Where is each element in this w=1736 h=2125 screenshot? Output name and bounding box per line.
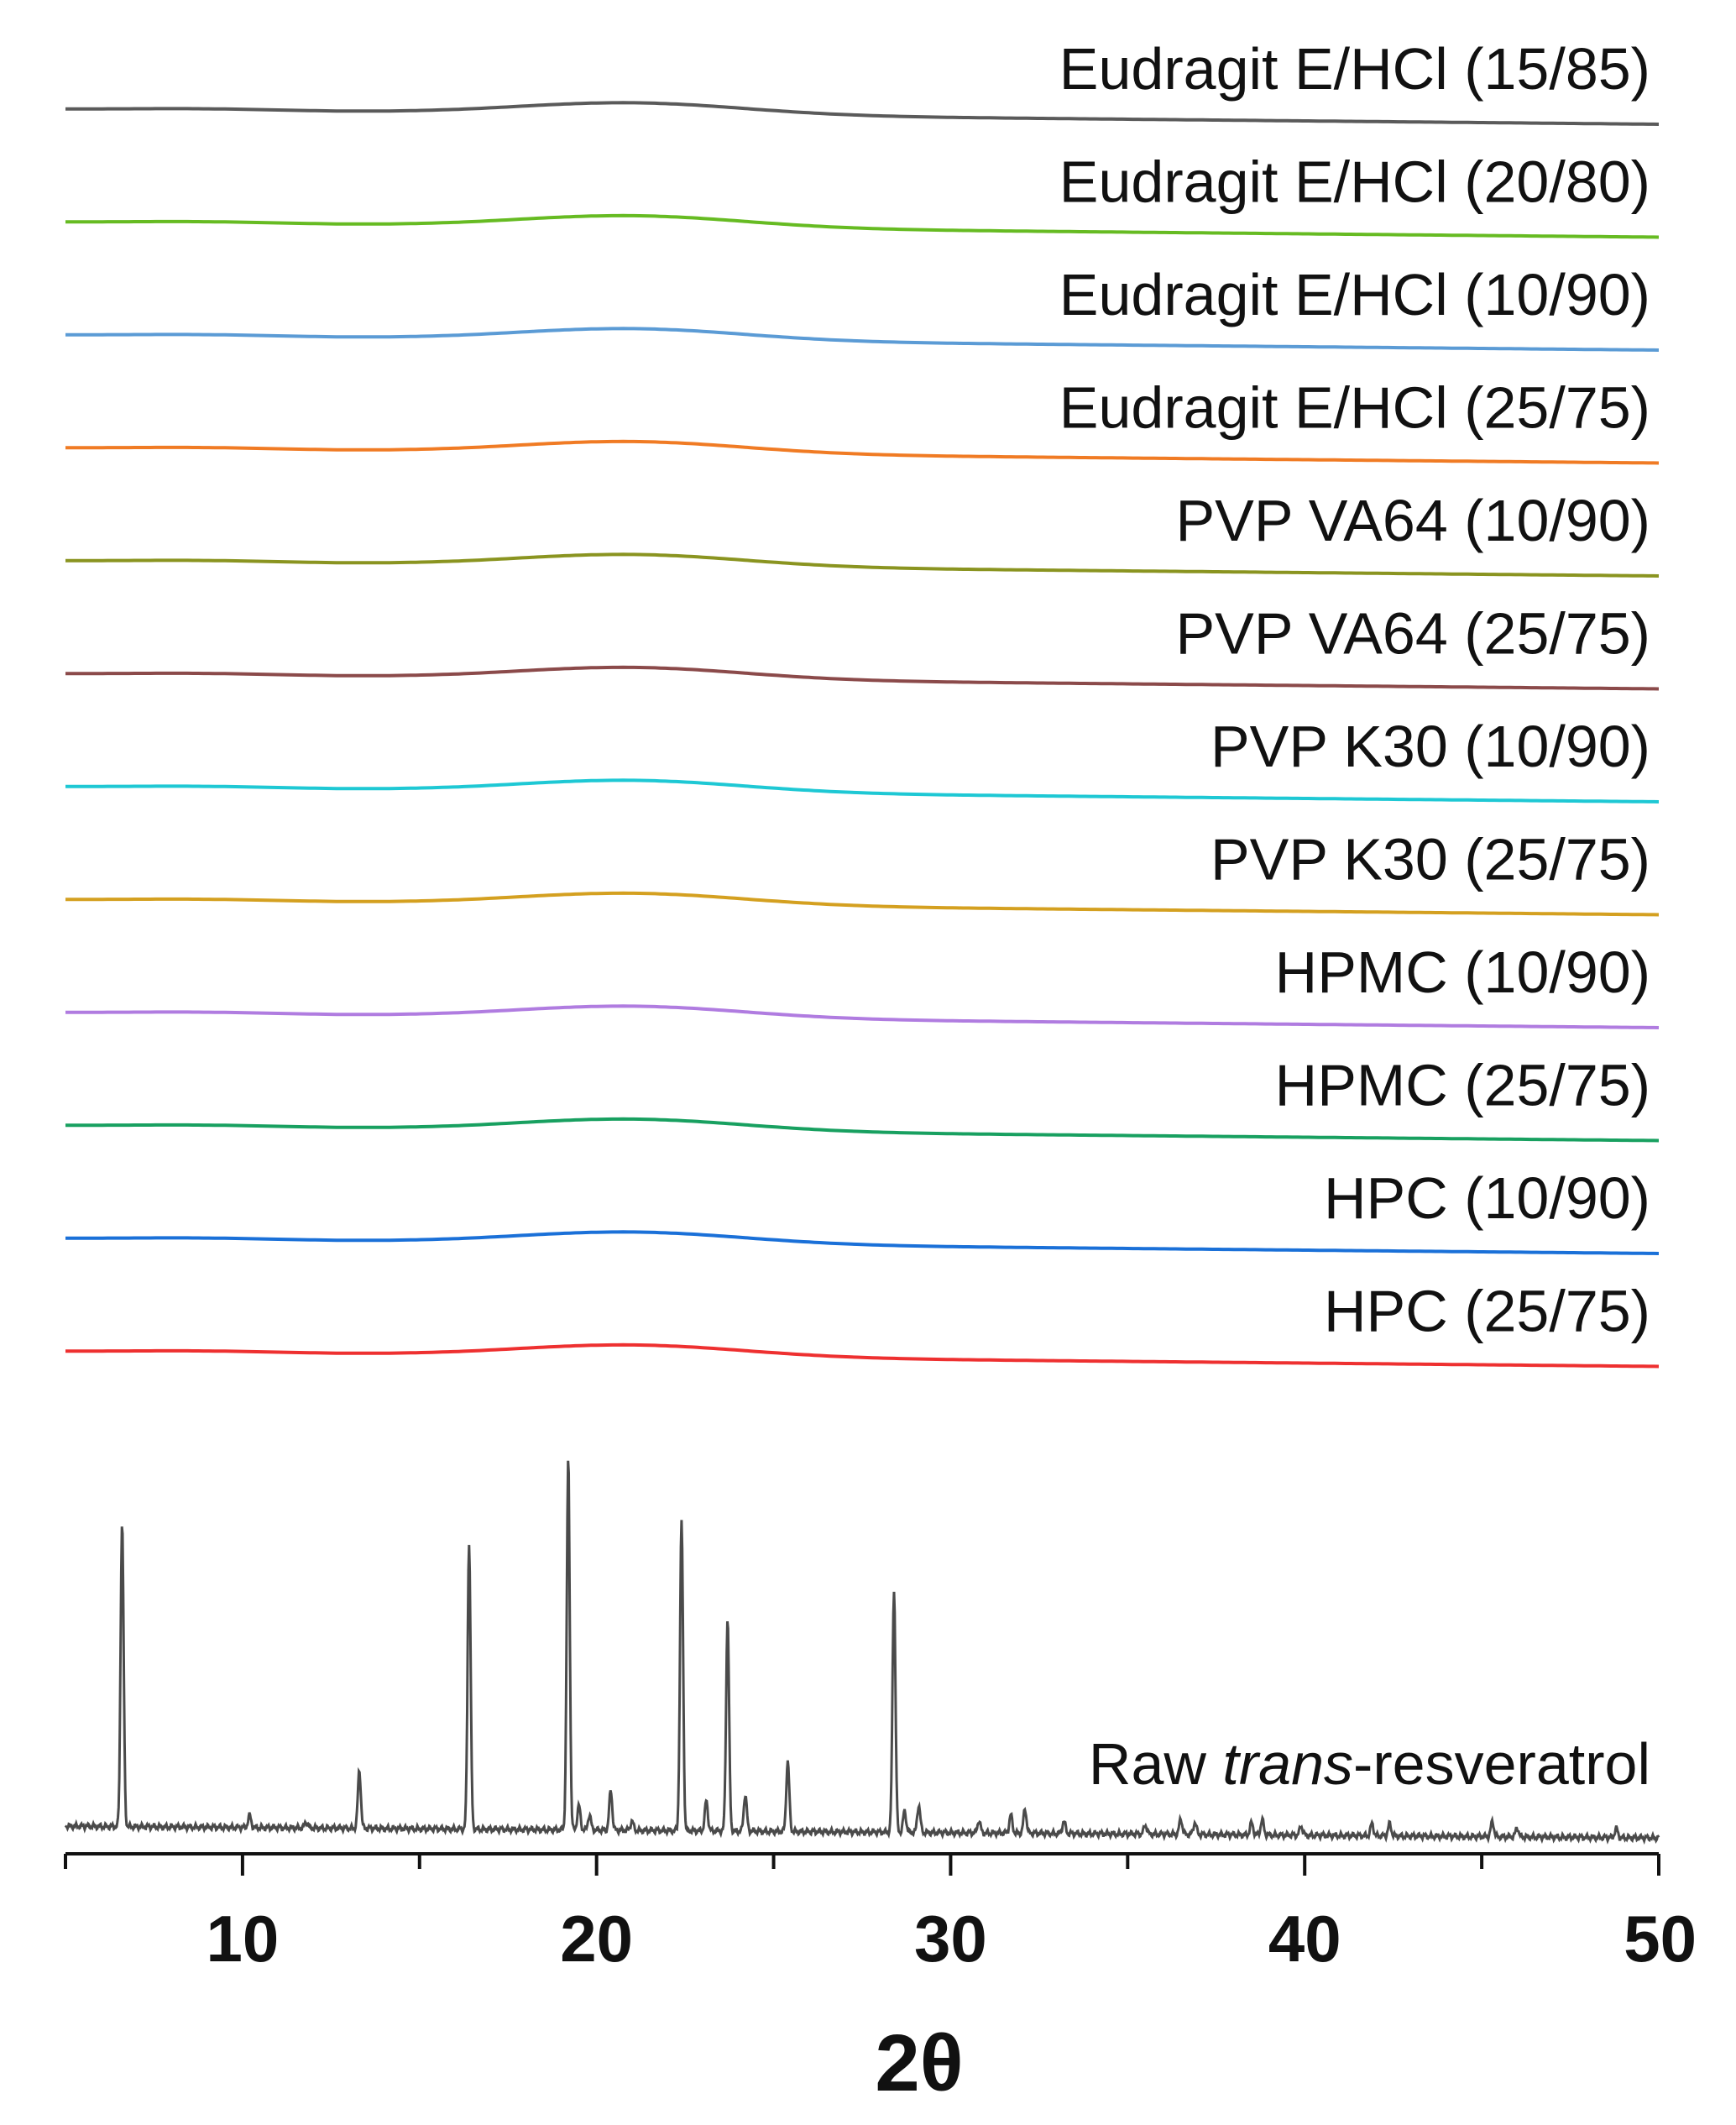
series-label-2: Eudragit E/HCl (20/80)	[1059, 149, 1650, 215]
series-line-5	[65, 552, 1660, 578]
raw-series-label: Raw trans-resveratrol	[1089, 1731, 1650, 1797]
x-tick-label: 30	[914, 1902, 987, 1976]
series-line-8	[65, 891, 1660, 917]
series-label-6: PVP VA64 (25/75)	[1175, 601, 1650, 667]
x-tick-label: 20	[560, 1902, 633, 1976]
x-tick-label: 10	[207, 1902, 280, 1976]
raw-series-group: Raw trans-resveratrol	[64, 1460, 1660, 1845]
series-line-1	[65, 101, 1660, 126]
raw-label-part-2: trans	[1222, 1731, 1353, 1797]
series-line-9	[65, 1004, 1660, 1029]
series-line-11	[65, 1230, 1660, 1255]
x-tick-label: 50	[1624, 1902, 1697, 1976]
series-label-5: PVP VA64 (10/90)	[1175, 488, 1650, 553]
series-label-8: PVP K30 (25/75)	[1210, 827, 1650, 892]
series-line-10	[65, 1117, 1660, 1143]
series-line-3	[65, 327, 1660, 352]
raw-series-line	[64, 1460, 1660, 1845]
series-label-7: PVP K30 (10/90)	[1210, 714, 1650, 779]
offset-series-group: Eudragit E/HCl (15/85) Eudragit E/HCl (20…	[65, 36, 1660, 1369]
raw-label-part-3: -resveratrol	[1353, 1731, 1650, 1797]
series-label-1: Eudragit E/HCl (15/85)	[1059, 36, 1650, 102]
series-line-4	[65, 439, 1660, 465]
x-axis-title: 2θ	[875, 2018, 963, 2108]
x-axis: 10 20 30 40 50	[64, 1852, 1697, 1976]
series-label-4: Eudragit E/HCl (25/75)	[1059, 375, 1650, 441]
series-label-12: HPC (25/75)	[1324, 1279, 1650, 1344]
x-tick-label: 40	[1268, 1902, 1341, 1976]
series-label-10: HPMC (25/75)	[1275, 1053, 1650, 1118]
series-line-6	[65, 665, 1660, 691]
series-label-3: Eudragit E/HCl (10/90)	[1059, 262, 1650, 327]
series-line-7	[65, 778, 1660, 803]
series-label-9: HPMC (10/90)	[1275, 940, 1650, 1005]
series-label-11: HPC (10/90)	[1324, 1165, 1650, 1231]
series-line-12	[65, 1343, 1660, 1369]
raw-label-part-1: Raw	[1089, 1731, 1222, 1797]
series-line-2	[65, 213, 1660, 239]
